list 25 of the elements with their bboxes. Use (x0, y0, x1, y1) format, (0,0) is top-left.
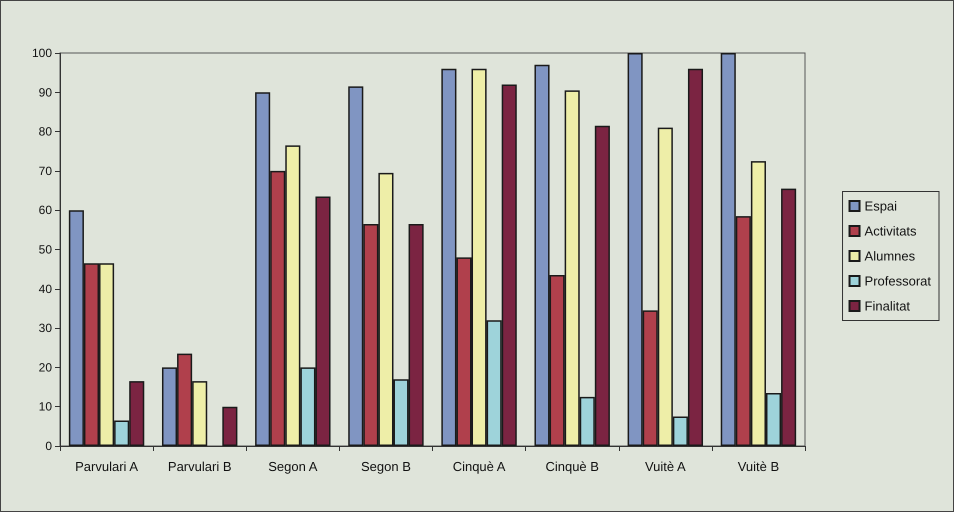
legend-label: Espai (864, 198, 898, 214)
x-tick-label: Cinquè B (545, 459, 599, 474)
y-tick-label: 60 (38, 203, 52, 218)
y-tick-label: 90 (38, 85, 52, 100)
x-tick-label: Parvulari A (75, 459, 138, 474)
y-tick-label: 50 (38, 242, 52, 256)
x-tick-label: Vuitè B (738, 459, 780, 474)
y-tick-label: 10 (38, 400, 52, 414)
legend-label: Activitats (864, 224, 918, 238)
y-tick-label: 40 (38, 282, 52, 296)
y-tick-label: 70 (38, 164, 52, 178)
y-tick-label: 100 (32, 46, 52, 60)
y-tick-label: 30 (38, 321, 52, 336)
x-tick-label: Parvulari B (168, 459, 232, 474)
bar (222, 406, 238, 446)
x-tick-label: Segon B (361, 459, 411, 474)
y-tick-label: 20 (38, 360, 52, 374)
legend-label: Finalitat (864, 298, 910, 314)
x-tick-label: Vuitè A (644, 459, 686, 474)
y-tick-label: 0 (45, 439, 52, 453)
legend-label: Alumnes (864, 248, 916, 264)
y-tick-label: 80 (38, 124, 52, 139)
legend-label: Professorat (864, 274, 932, 288)
x-tick-label: Segon A (268, 459, 318, 474)
x-tick-label: Cinquè A (452, 459, 506, 474)
